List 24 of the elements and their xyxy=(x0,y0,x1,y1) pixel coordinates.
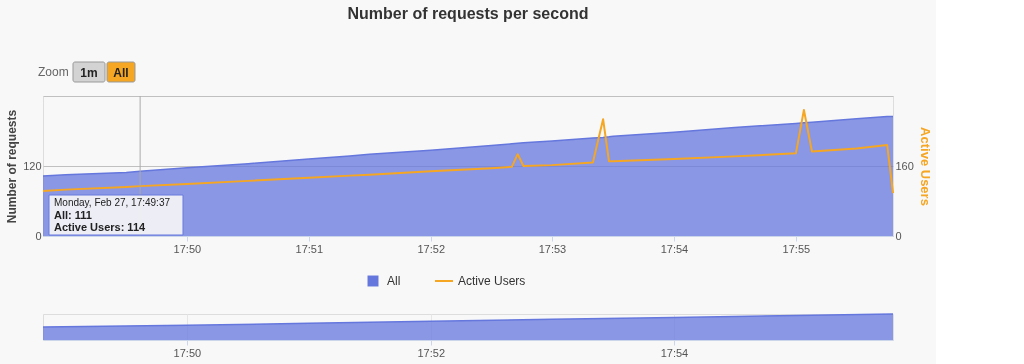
x-tick-label: 17:51 xyxy=(295,242,324,255)
x-tick-label: 17:53 xyxy=(538,242,567,255)
text: All xyxy=(113,66,129,80)
annotation: All: 111 xyxy=(54,208,92,221)
x-tick-label: 17:50 xyxy=(173,242,202,255)
x-tick-label: 17:50 xyxy=(173,346,202,359)
y-axis-title: Number of requests xyxy=(5,109,20,224)
x-tick-label: 17:54 xyxy=(660,346,689,359)
chart-title: Number of requests per second xyxy=(347,4,589,22)
annotation: Monday, Feb 27, 17:49:37 xyxy=(54,197,171,208)
y2-axis-title: Active Users xyxy=(917,127,933,206)
x-tick-label: 17:52 xyxy=(417,242,446,255)
legend-label: Active Users xyxy=(458,274,526,288)
x-tick-label: 17:55 xyxy=(782,242,811,255)
y-tick-label: 120 xyxy=(23,159,42,172)
line-series xyxy=(42,109,894,195)
text: Zoom xyxy=(38,65,69,79)
x-tick-label: 17:52 xyxy=(417,346,446,359)
text: 1m xyxy=(80,66,98,80)
legend-label: All xyxy=(387,274,401,288)
y2-tick-label: 0 xyxy=(895,229,902,242)
x-tick-label: 17:54 xyxy=(660,242,689,255)
y2-tick-label: 160 xyxy=(895,159,914,172)
annotation: Active Users: 114 xyxy=(54,221,146,233)
